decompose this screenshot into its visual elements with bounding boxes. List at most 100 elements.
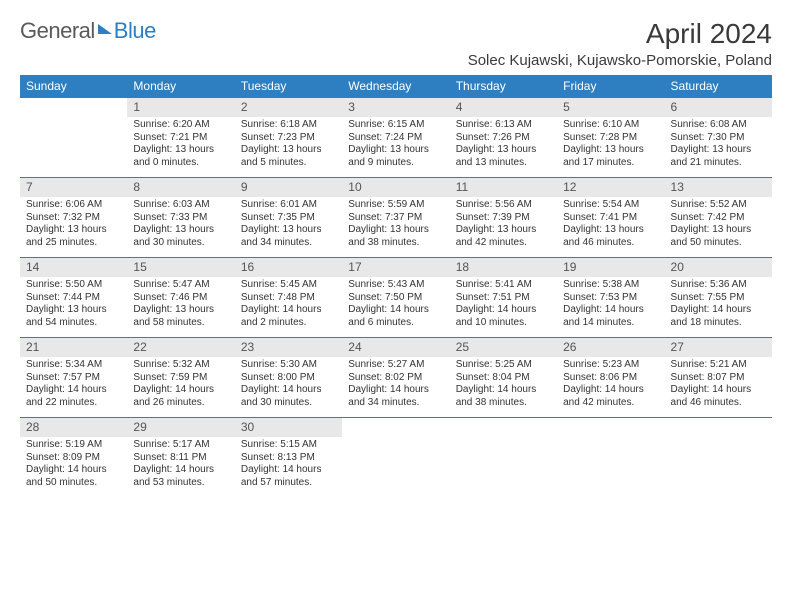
sunrise-text: Sunrise: 5:23 AM	[563, 359, 658, 372]
daylight-text: Daylight: 13 hours and 9 minutes.	[348, 144, 443, 169]
sunset-text: Sunset: 8:13 PM	[241, 452, 336, 465]
day-number: 11	[456, 180, 468, 194]
day-number: 3	[348, 100, 355, 114]
day-header: Monday	[127, 75, 234, 98]
day-detail-cell: Sunrise: 5:36 AMSunset: 7:55 PMDaylight:…	[665, 277, 772, 338]
day-number: 9	[241, 180, 248, 194]
daylight-text: Daylight: 14 hours and 46 minutes.	[671, 384, 766, 409]
sunset-text: Sunset: 8:02 PM	[348, 372, 443, 385]
sunrise-text: Sunrise: 5:21 AM	[671, 359, 766, 372]
day-number: 5	[563, 100, 570, 114]
sunrise-text: Sunrise: 5:54 AM	[563, 199, 658, 212]
day-number: 17	[348, 260, 361, 274]
day-detail-cell: Sunrise: 5:59 AMSunset: 7:37 PMDaylight:…	[342, 197, 449, 258]
day-detail-cell: Sunrise: 6:03 AMSunset: 7:33 PMDaylight:…	[127, 197, 234, 258]
day-detail-cell: Sunrise: 5:38 AMSunset: 7:53 PMDaylight:…	[557, 277, 664, 338]
day-number-cell: 5	[557, 98, 664, 118]
daylight-text: Daylight: 14 hours and 38 minutes.	[456, 384, 551, 409]
month-title: April 2024	[468, 18, 772, 50]
sunset-text: Sunset: 8:11 PM	[133, 452, 228, 465]
daylight-text: Daylight: 14 hours and 34 minutes.	[348, 384, 443, 409]
day-detail-cell: Sunrise: 5:27 AMSunset: 8:02 PMDaylight:…	[342, 357, 449, 418]
detail-row: Sunrise: 5:34 AMSunset: 7:57 PMDaylight:…	[20, 357, 772, 418]
day-number-cell: 13	[665, 178, 772, 198]
day-number-cell: 4	[450, 98, 557, 118]
sunrise-text: Sunrise: 5:50 AM	[26, 279, 121, 292]
day-number: 7	[26, 180, 33, 194]
day-number-cell: 29	[127, 418, 234, 438]
day-number-cell: 8	[127, 178, 234, 198]
day-number-cell: 21	[20, 338, 127, 358]
day-detail-cell: Sunrise: 5:43 AMSunset: 7:50 PMDaylight:…	[342, 277, 449, 338]
daylight-text: Daylight: 13 hours and 50 minutes.	[671, 224, 766, 249]
sunset-text: Sunset: 7:55 PM	[671, 292, 766, 305]
title-block: April 2024 Solec Kujawski, Kujawsko-Pomo…	[468, 18, 772, 69]
day-detail-cell: Sunrise: 5:45 AMSunset: 7:48 PMDaylight:…	[235, 277, 342, 338]
day-detail-cell: Sunrise: 5:21 AMSunset: 8:07 PMDaylight:…	[665, 357, 772, 418]
day-detail-cell	[20, 117, 127, 178]
day-number-cell: 14	[20, 258, 127, 278]
daylight-text: Daylight: 13 hours and 13 minutes.	[456, 144, 551, 169]
daylight-text: Daylight: 13 hours and 17 minutes.	[563, 144, 658, 169]
sunset-text: Sunset: 8:07 PM	[671, 372, 766, 385]
sunrise-text: Sunrise: 5:45 AM	[241, 279, 336, 292]
day-header: Wednesday	[342, 75, 449, 98]
day-detail-cell: Sunrise: 5:17 AMSunset: 8:11 PMDaylight:…	[127, 437, 234, 497]
sunrise-text: Sunrise: 5:15 AM	[241, 439, 336, 452]
sunset-text: Sunset: 8:00 PM	[241, 372, 336, 385]
day-number-cell: 9	[235, 178, 342, 198]
page-header: General Blue April 2024 Solec Kujawski, …	[20, 18, 772, 69]
day-number: 20	[671, 260, 684, 274]
day-number-cell: 23	[235, 338, 342, 358]
logo: General Blue	[20, 18, 156, 44]
daylight-text: Daylight: 14 hours and 50 minutes.	[26, 464, 121, 489]
detail-row: Sunrise: 5:50 AMSunset: 7:44 PM Daylight:…	[20, 277, 772, 338]
daylight-text: Daylight: 13 hours and 0 minutes.	[133, 144, 228, 169]
day-number-cell: 20	[665, 258, 772, 278]
day-number: 6	[671, 100, 678, 114]
daylight-text: Daylight: 14 hours and 26 minutes.	[133, 384, 228, 409]
day-number-cell: 11	[450, 178, 557, 198]
day-number-cell: 30	[235, 418, 342, 438]
day-number-cell: 7	[20, 178, 127, 198]
detail-row: Sunrise: 6:06 AMSunset: 7:32 PMDaylight:…	[20, 197, 772, 258]
daynum-row: 123 4 5 6	[20, 98, 772, 118]
sunrise-text: Sunrise: 5:41 AM	[456, 279, 551, 292]
day-number: 30	[241, 420, 254, 434]
sunrise-text: Sunrise: 5:30 AM	[241, 359, 336, 372]
sunrise-text: Sunrise: 5:32 AM	[133, 359, 228, 372]
day-number: 8	[133, 180, 140, 194]
day-number-cell: 16	[235, 258, 342, 278]
sunset-text: Sunset: 7:48 PM	[241, 292, 336, 305]
day-number-cell: 2	[235, 98, 342, 118]
day-header: Friday	[557, 75, 664, 98]
daylight-text: Daylight: 13 hours and 34 minutes.	[241, 224, 336, 249]
day-number: 21	[26, 340, 39, 354]
day-detail-cell: Sunrise: 5:19 AMSunset: 8:09 PMDaylight:…	[20, 437, 127, 497]
day-number: 13	[671, 180, 684, 194]
day-number: 15	[133, 260, 146, 274]
day-number-cell: 25	[450, 338, 557, 358]
day-detail-cell: Sunrise: 5:47 AMSunset: 7:46 PMDaylight:…	[127, 277, 234, 338]
sunrise-text: Sunrise: 6:20 AM	[133, 119, 228, 132]
sunset-text: Sunset: 7:23 PM	[241, 132, 336, 145]
day-header: Thursday	[450, 75, 557, 98]
daylight-text: Daylight: 13 hours and 46 minutes.	[563, 224, 658, 249]
day-detail-cell: Sunrise: 5:56 AMSunset: 7:39 PMDaylight:…	[450, 197, 557, 258]
day-number: 4	[456, 100, 463, 114]
sunrise-text: Sunrise: 6:15 AM	[348, 119, 443, 132]
daylight-text: Daylight: 14 hours and 30 minutes.	[241, 384, 336, 409]
sunrise-text: Sunrise: 6:13 AM	[456, 119, 551, 132]
day-number-cell: 6	[665, 98, 772, 118]
sunset-text: Sunset: 7:39 PM	[456, 212, 551, 225]
day-number-cell: 1	[127, 98, 234, 118]
day-detail-cell: Sunrise: 6:15 AMSunset: 7:24 PMDaylight:…	[342, 117, 449, 178]
day-detail-cell: Sunrise: 5:30 AMSunset: 8:00 PMDaylight:…	[235, 357, 342, 418]
sunrise-text: Sunrise: 5:25 AM	[456, 359, 551, 372]
daylight-text: Daylight: 13 hours and 42 minutes.	[456, 224, 551, 249]
sunset-text: Sunset: 7:59 PM	[133, 372, 228, 385]
sunset-text: Sunset: 7:44 PM	[26, 292, 121, 305]
day-number: 27	[671, 340, 684, 354]
location-text: Solec Kujawski, Kujawsko-Pomorskie, Pola…	[468, 52, 772, 69]
daylight-text: Daylight: 14 hours and 18 minutes.	[671, 304, 766, 329]
